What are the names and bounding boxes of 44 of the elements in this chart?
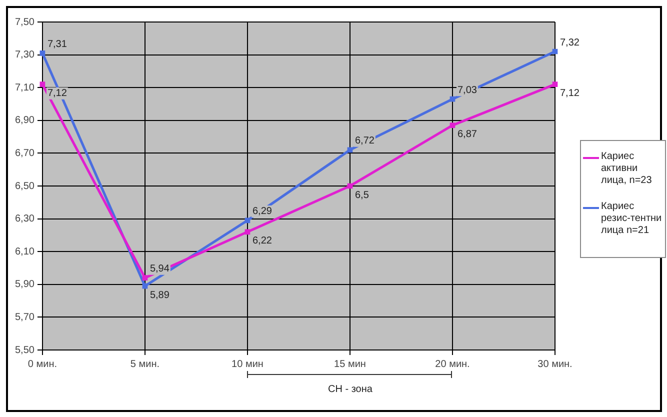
point (450, 122, 456, 128)
x-tick-label: 5 мин. (130, 358, 160, 370)
data-label: 5,89 (150, 290, 170, 301)
legend-label: Кариес резис-тентни лица n=21 (601, 201, 663, 237)
point (552, 48, 558, 54)
point (347, 147, 353, 153)
y-tick-label: 7,10 (14, 82, 35, 94)
y-tick-label: 5,50 (14, 344, 35, 356)
point (40, 50, 46, 56)
point (142, 275, 148, 281)
y-tick-label: 5,90 (14, 279, 35, 290)
data-label: 6,87 (457, 129, 478, 140)
data-label: 6,22 (252, 236, 272, 247)
text: CH - зона (328, 384, 372, 395)
point (244, 229, 250, 235)
data-label: 7,12 (560, 88, 580, 100)
data-label: 6,5 (354, 190, 370, 201)
x-tick-label: 0 мин. (28, 358, 58, 370)
y-tick-label: 6,10 (14, 246, 35, 258)
x-tick-label: 30 мин. (538, 358, 572, 370)
point (552, 82, 558, 87)
y-tick-label: 7,50 (14, 16, 35, 28)
data-label: 7,32 (560, 37, 580, 48)
x-tick-label: 10 мин (232, 358, 264, 370)
point (347, 183, 353, 189)
data-label: 6,29 (252, 206, 272, 218)
data-label: 7,03 (457, 84, 478, 96)
y-tick-label: 6,90 (14, 115, 35, 126)
point (142, 283, 148, 289)
x-tick-label: 20 мин. (435, 358, 470, 370)
point (244, 218, 250, 224)
legend-label: Кариес активни лица, n=23 (601, 151, 653, 187)
data-label: 5,94 (150, 264, 170, 275)
data-label: 7,12 (47, 88, 68, 100)
y-tick-label: 5,70 (14, 312, 35, 323)
x-tick-label: 15 мин (334, 358, 366, 370)
point (40, 82, 46, 87)
y-tick-label: 6,50 (14, 180, 35, 192)
y-tick-label: 6,30 (14, 214, 35, 225)
y-tick-label: 6,70 (14, 148, 35, 159)
y-tick-label: 7,30 (14, 50, 35, 61)
point (450, 96, 456, 102)
data-label: 7,31 (47, 38, 68, 50)
data-label: 6,72 (354, 136, 375, 147)
